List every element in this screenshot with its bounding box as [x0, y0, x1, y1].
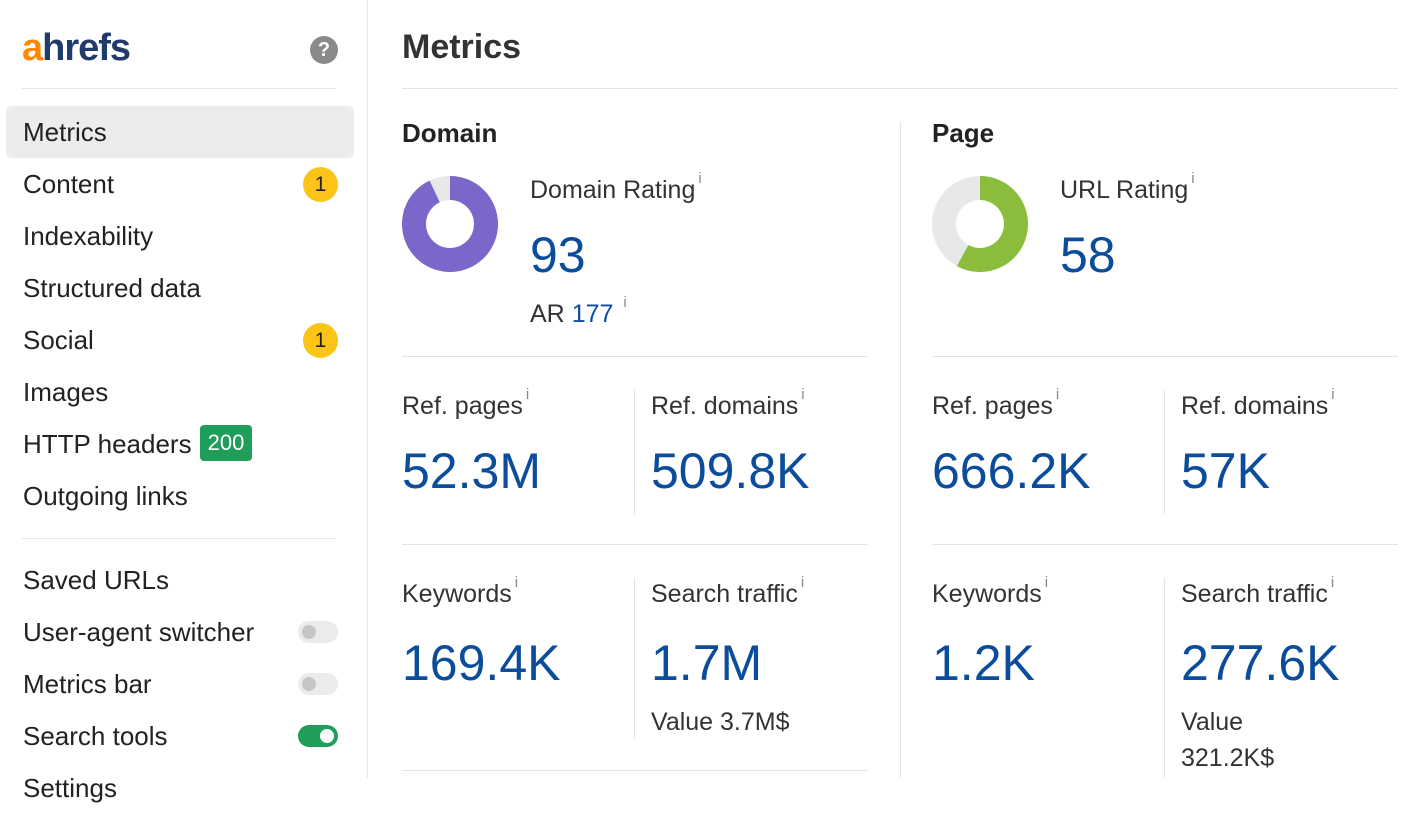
sidebar-item-metrics-bar: Metrics bar [6, 658, 354, 710]
info-icon[interactable]: i [800, 574, 805, 591]
title-divider [402, 88, 1398, 89]
help-icon[interactable]: ? [310, 36, 338, 64]
social-count-badge: 1 [303, 323, 338, 358]
divider [932, 356, 1398, 357]
info-icon[interactable]: i [1055, 386, 1060, 403]
page-keywords-label: Keywords i [932, 574, 1049, 608]
sidebar-item-structured-data[interactable]: Structured data [6, 262, 354, 314]
sidebar-item-images[interactable]: Images [6, 366, 354, 418]
content-count-badge: 1 [303, 167, 338, 202]
sidebar-item-search-tools: Search tools [6, 710, 354, 762]
search-tools-toggle[interactable] [298, 725, 338, 747]
page-title: Metrics [402, 28, 522, 66]
sidebar-item-label: HTTP headers [23, 429, 192, 459]
domain-ref-domains-value[interactable]: 509.8K [651, 443, 810, 499]
page-ref-domains-value[interactable]: 57K [1181, 443, 1270, 499]
sidebar-item-http-headers[interactable]: HTTP headers 200 [6, 418, 354, 470]
divider [402, 544, 868, 545]
page-traffic-value-amount: 321.2K$ [1181, 744, 1275, 772]
column-divider [900, 122, 901, 778]
ahrefs-logo[interactable]: ahrefs [22, 27, 131, 69]
toggle-knob [320, 729, 334, 743]
sidebar-item-label: Outgoing links [23, 481, 188, 511]
page-traffic-value-note: Value [1181, 708, 1244, 736]
domain-ref-pages-label: Ref. pages i [402, 386, 530, 420]
domain-keywords-value[interactable]: 169.4K [402, 635, 561, 691]
url-rating-label: URL Rating i [1060, 170, 1195, 204]
sidebar-item-label: Metrics [23, 117, 107, 147]
info-icon[interactable]: i [801, 386, 805, 403]
divider [634, 390, 635, 514]
sidebar-item-label: Images [23, 377, 109, 407]
sidebar-item-label: Indexability [23, 221, 154, 251]
sidebar-item-indexability[interactable]: Indexability [6, 210, 354, 262]
domain-ref-pages-value[interactable]: 52.3M [402, 443, 541, 499]
sidebar-item-user-agent-switcher: User-agent switcher [6, 606, 354, 658]
page-ref-domains-label: Ref. domains i [1181, 386, 1335, 420]
domain-section-title: Domain [402, 118, 498, 148]
domain-search-traffic-value[interactable]: 1.7M [651, 635, 763, 691]
info-icon[interactable]: i [1331, 386, 1335, 403]
sidebar-item-label: Content [23, 169, 115, 199]
domain-rating-donut [402, 176, 498, 272]
http-status-badge: 200 [199, 425, 253, 462]
domain-rating-label: Domain Rating i [530, 170, 702, 204]
divider [932, 544, 1398, 545]
page-search-traffic-label: Search traffic i [1181, 574, 1335, 608]
sidebar-item-label: Social [23, 325, 94, 355]
sidebar-item-label: Search tools [23, 721, 168, 751]
sidebar-item-label: Saved URLs [23, 565, 169, 595]
page-keywords-value[interactable]: 1.2K [932, 635, 1035, 691]
sidebar-item-settings[interactable]: Settings [6, 762, 354, 814]
domain-rating-value: 93 [530, 227, 586, 283]
sidebar-item-saved-urls[interactable]: Saved URLs [6, 554, 354, 606]
sidebar-divider [22, 88, 336, 89]
domain-traffic-value-note: Value 3.7M$ [651, 708, 790, 736]
info-icon[interactable]: i [1191, 170, 1195, 187]
info-icon[interactable]: i [514, 574, 519, 591]
info-icon[interactable]: i [525, 386, 530, 403]
info-icon[interactable]: i [698, 170, 702, 187]
url-rating-value: 58 [1060, 227, 1116, 283]
sidebar: ahrefs ? Metrics Content 1 Indexability … [0, 0, 368, 803]
sidebar-item-label: User-agent switcher [23, 617, 255, 647]
divider [1164, 390, 1165, 514]
info-icon[interactable]: i [623, 294, 627, 311]
page-section-title: Page [932, 118, 995, 148]
sidebar-item-outgoing-links[interactable]: Outgoing links [6, 470, 354, 522]
info-icon[interactable]: i [1330, 574, 1335, 591]
sidebar-item-metrics[interactable]: Metrics [6, 106, 354, 158]
page-ref-pages-label: Ref. pages i [932, 386, 1060, 420]
sidebar-divider [22, 538, 336, 539]
divider [634, 578, 635, 738]
metrics-bar-toggle[interactable] [298, 673, 338, 695]
domain-search-traffic-label: Search traffic i [651, 574, 805, 608]
sidebar-item-social[interactable]: Social 1 [6, 314, 354, 366]
ahrefs-rank-value[interactable]: 177 [571, 300, 614, 328]
sidebar-item-label: Metrics bar [23, 669, 152, 699]
page-ref-pages-value[interactable]: 666.2K [932, 443, 1091, 499]
ahrefs-rank: AR 177 i [530, 294, 627, 328]
domain-ref-domains-label: Ref. domains i [651, 386, 805, 420]
sidebar-item-content[interactable]: Content 1 [6, 158, 354, 210]
info-icon[interactable]: i [1044, 574, 1049, 591]
donut-value-arc [402, 176, 498, 272]
user-agent-switcher-toggle[interactable] [298, 621, 338, 643]
divider [1164, 578, 1165, 778]
divider [402, 770, 868, 771]
divider [402, 356, 868, 357]
url-rating-donut [932, 176, 1028, 272]
donut-value-arc [956, 176, 1028, 272]
toggle-knob [302, 677, 316, 691]
sidebar-item-label: Structured data [23, 273, 201, 303]
domain-keywords-label: Keywords i [402, 574, 519, 608]
page-search-traffic-value[interactable]: 277.6K [1181, 635, 1340, 691]
metrics-panel: Metrics Domain Domain Rating i 93 AR 177 … [402, 0, 1398, 778]
toggle-knob [302, 625, 316, 639]
